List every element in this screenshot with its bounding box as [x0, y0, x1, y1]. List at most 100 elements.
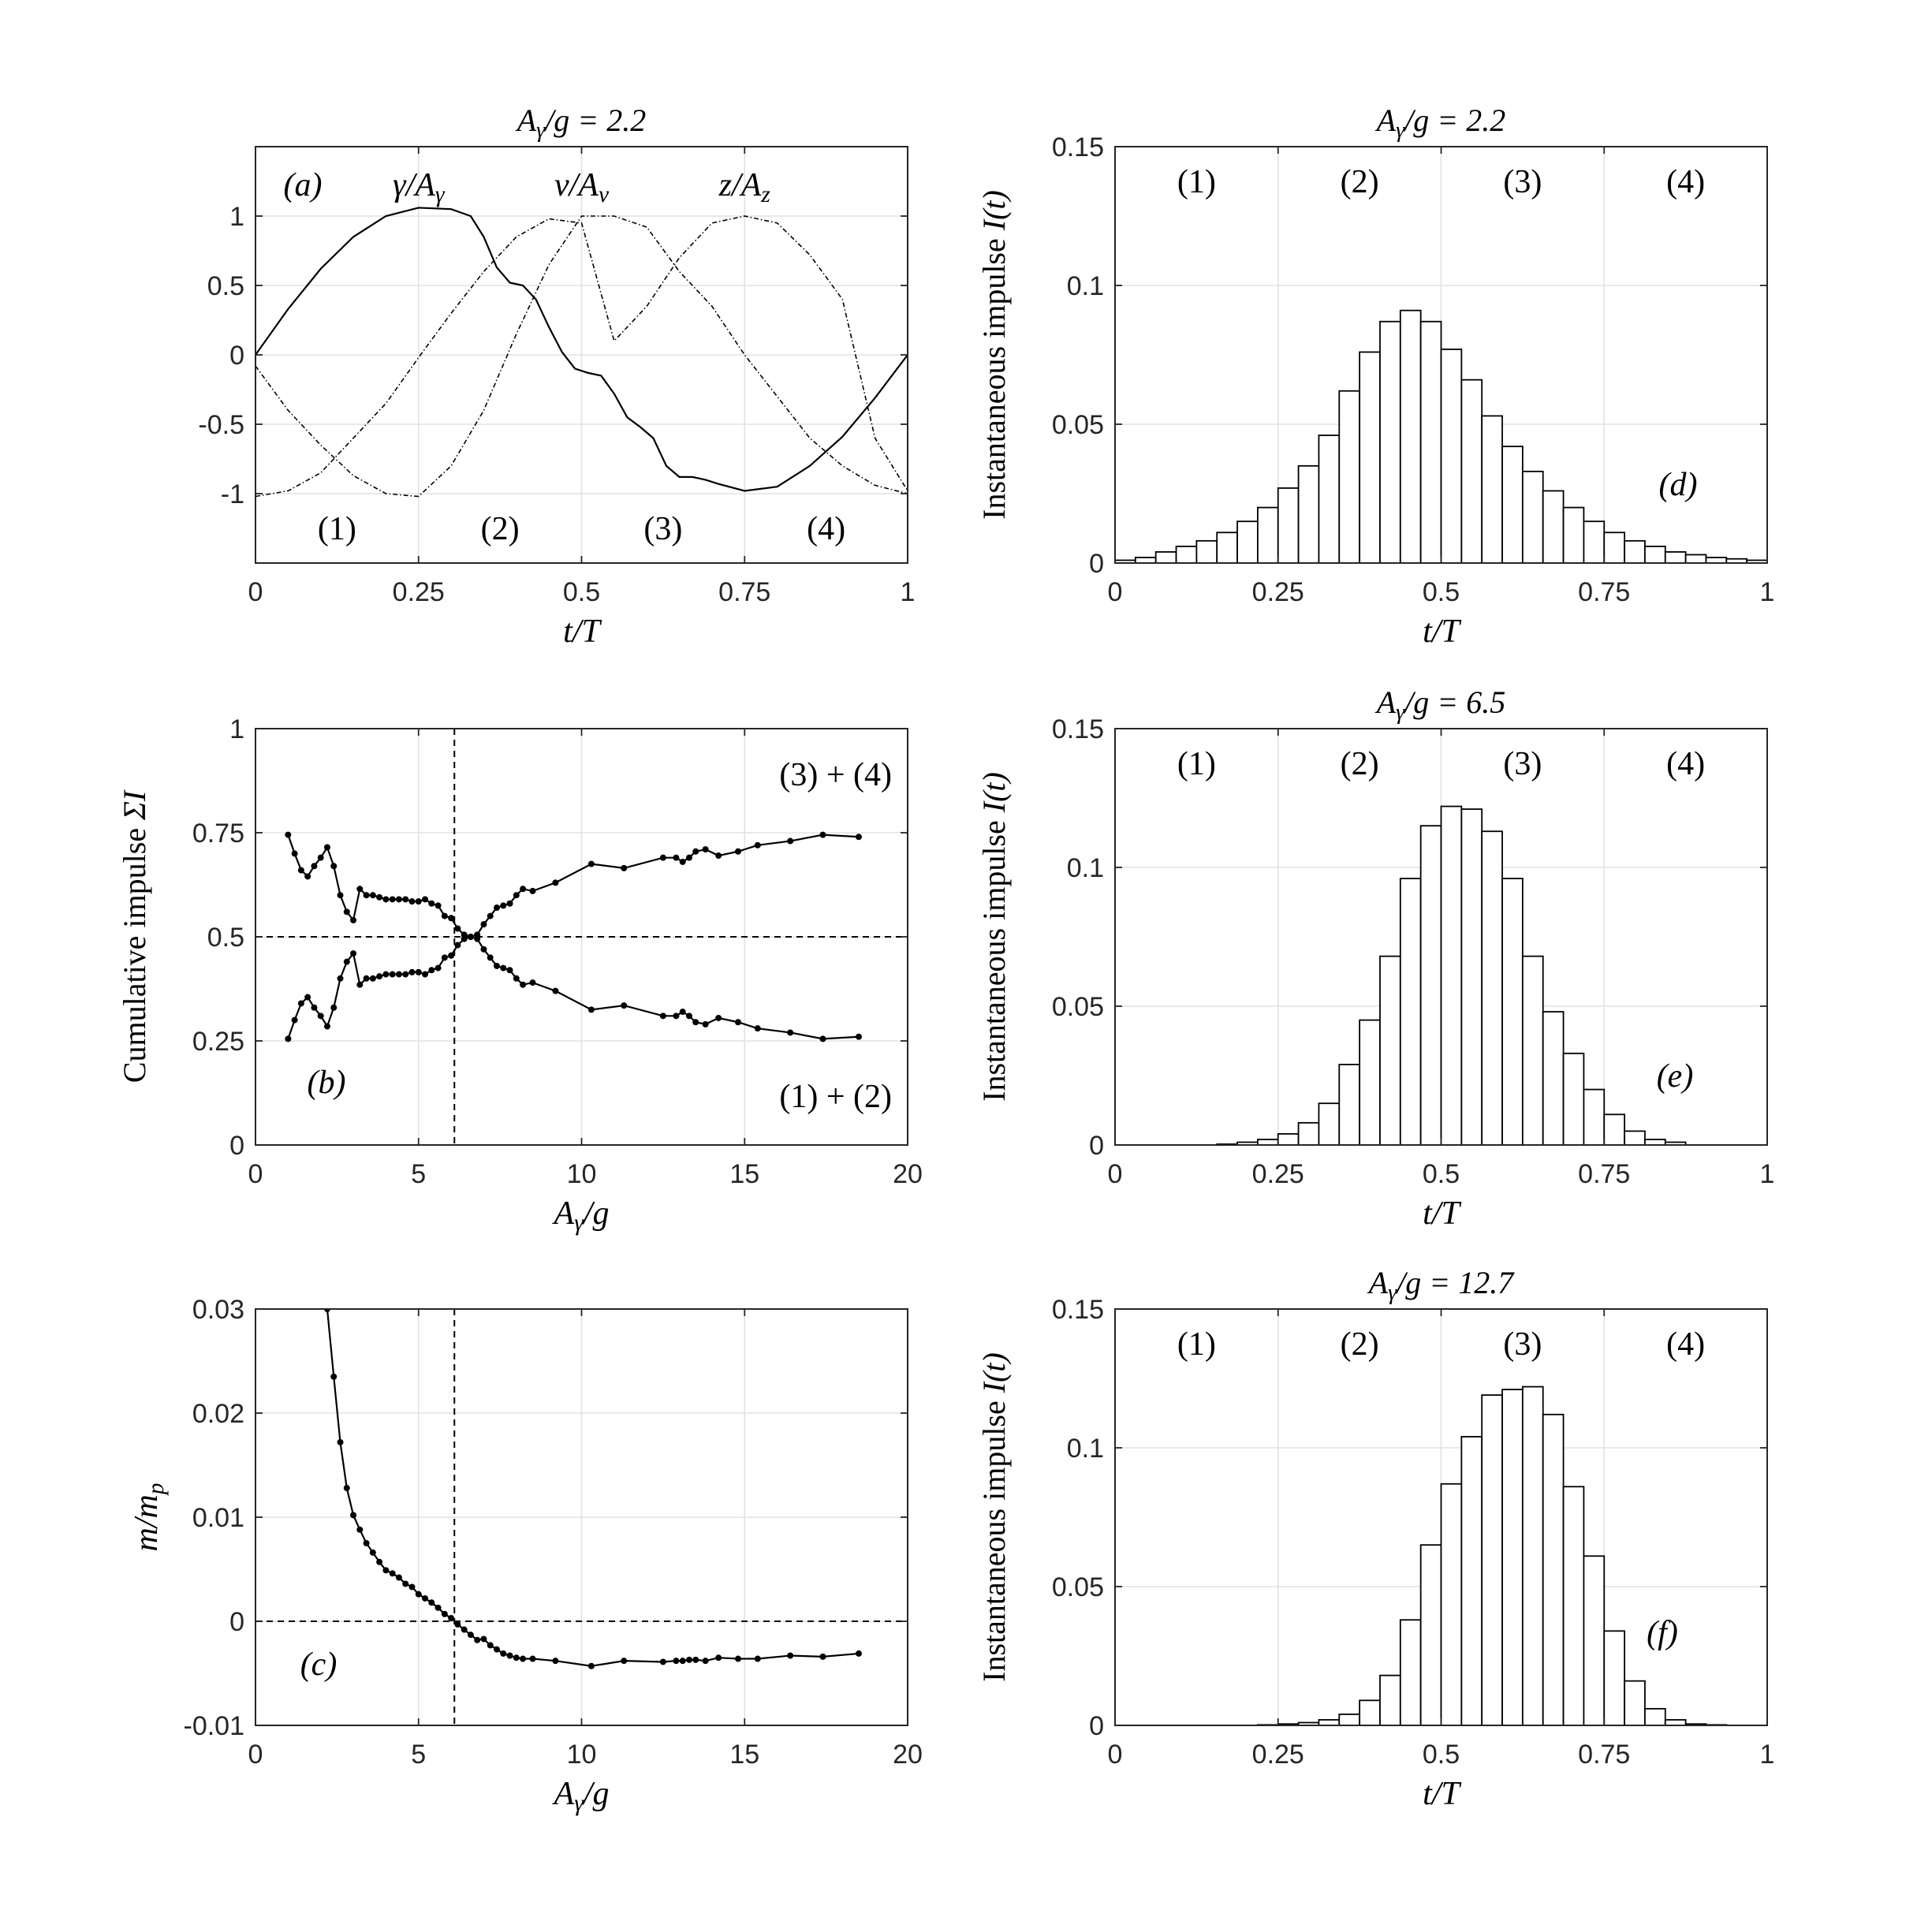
- data-point: [356, 981, 364, 988]
- data-point: [311, 863, 318, 870]
- bar: [1583, 1555, 1606, 1726]
- data-point: [506, 967, 513, 974]
- panel-label: (e): [1657, 1058, 1694, 1095]
- panel-e: 0 0.25 0.5 0.75 1 0 0.05 0.1 0.15 Aγ/g = 6.5 t/T In…: [976, 684, 1774, 1232]
- data-point: [673, 854, 680, 861]
- data-point: [715, 852, 722, 860]
- data-point: [422, 1594, 429, 1602]
- bar: [1277, 1133, 1300, 1146]
- data-point: [297, 867, 304, 874]
- data-point: [363, 975, 370, 982]
- x-axis-label: t/T: [563, 614, 602, 650]
- data-point: [415, 968, 422, 975]
- x-tick-label: 5: [411, 1159, 426, 1189]
- x-tick-label: 0.5: [1423, 577, 1460, 607]
- data-point: [285, 1035, 292, 1042]
- x-tick-label: 1: [1760, 1740, 1775, 1770]
- data-point: [408, 1583, 416, 1591]
- bar: [1501, 446, 1524, 564]
- data-point: [402, 896, 409, 903]
- phase-label: (1): [318, 511, 356, 547]
- data-point: [369, 975, 376, 982]
- y-tick-label: 0.01: [192, 1503, 244, 1533]
- data-point: [855, 834, 862, 841]
- x-axis-label: t/T: [1423, 1776, 1461, 1812]
- phase-label: (3): [1503, 1326, 1542, 1363]
- data-point: [448, 952, 455, 959]
- x-axis-label: Aγ/g: [552, 1195, 610, 1236]
- panel-a: 0 0.25 0.5 0.75 1 -1 -0.5 0 0.5 1 Aγ/g = 2.2 t/T (a)…: [198, 103, 915, 650]
- chart-title: Aγ/g = 12.7: [1367, 1265, 1516, 1305]
- bar: [1542, 1413, 1565, 1726]
- x-tick-label: 0.25: [1252, 1740, 1304, 1770]
- x-tick-label: 0: [1108, 1159, 1123, 1189]
- data-point: [323, 844, 330, 851]
- data-point: [435, 964, 442, 972]
- bar: [1664, 551, 1687, 564]
- bar: [1379, 320, 1401, 564]
- y-tick-label: 0.1: [1067, 271, 1104, 301]
- data-point: [395, 1574, 402, 1581]
- bars: [1114, 309, 1768, 564]
- data-point: [461, 1626, 468, 1633]
- bar: [1684, 554, 1707, 564]
- bar: [1419, 320, 1442, 564]
- data-point: [291, 850, 298, 857]
- y-tick-label: -0.5: [198, 410, 244, 440]
- data-point: [493, 1646, 500, 1653]
- bar: [1318, 1719, 1341, 1726]
- phase-label: (4): [807, 511, 845, 547]
- data-point: [323, 1023, 330, 1030]
- series-label: z/Az: [718, 167, 771, 207]
- y-tick-label: 0: [229, 1607, 244, 1637]
- data-point: [461, 935, 468, 942]
- y-tick-label: 0.1: [1067, 1434, 1104, 1464]
- phase-label: (1): [1177, 746, 1216, 782]
- data-point: [422, 896, 429, 903]
- x-tick-label: 0: [248, 577, 263, 607]
- x-tick-label: 1: [1760, 577, 1775, 607]
- bar: [1481, 415, 1503, 564]
- x-tick-label: 0: [1108, 1740, 1123, 1770]
- x-tick-label: 0.5: [1423, 1740, 1460, 1770]
- data-point: [692, 848, 699, 855]
- bar: [1664, 1719, 1687, 1726]
- series-line-2: [255, 215, 908, 498]
- data-point: [529, 887, 536, 894]
- y-tick-label: 0: [229, 341, 244, 371]
- data-point: [855, 1033, 862, 1040]
- bar: [1440, 805, 1463, 1146]
- data-point: [317, 854, 324, 861]
- bar: [1195, 539, 1218, 564]
- phase-label: (2): [1341, 746, 1379, 782]
- bar: [1501, 878, 1524, 1146]
- y-tick-label: 0: [1089, 549, 1104, 579]
- data-point: [441, 912, 448, 919]
- y-tick-label: 0.05: [1052, 992, 1104, 1022]
- x-tick-label: 20: [893, 1740, 923, 1770]
- data-point: [454, 925, 461, 932]
- data-point: [493, 904, 500, 912]
- bar: [1359, 1699, 1381, 1726]
- data-point: [659, 1013, 666, 1020]
- data-point: [382, 971, 390, 978]
- data-point: [363, 1540, 370, 1546]
- data-point: [441, 1610, 448, 1617]
- data-point: [422, 971, 429, 978]
- data-point: [330, 1373, 338, 1380]
- phase-label: (3): [643, 511, 682, 547]
- x-axis-label: Aγ/g: [552, 1776, 610, 1816]
- y-tick-label: -1: [221, 479, 244, 509]
- phase-label: (2): [1341, 1326, 1379, 1363]
- bar: [1399, 309, 1422, 564]
- data-point: [587, 1006, 595, 1013]
- data-point: [448, 1615, 455, 1622]
- x-tick-label: 0: [248, 1740, 263, 1770]
- data-point: [363, 892, 370, 899]
- bar: [1297, 1121, 1320, 1146]
- data-point: [493, 962, 500, 969]
- annotation-upper: (3) + (4): [779, 757, 892, 793]
- y-tick-label: 0: [1089, 1711, 1104, 1741]
- annotation-lower: (1) + (2): [779, 1079, 892, 1115]
